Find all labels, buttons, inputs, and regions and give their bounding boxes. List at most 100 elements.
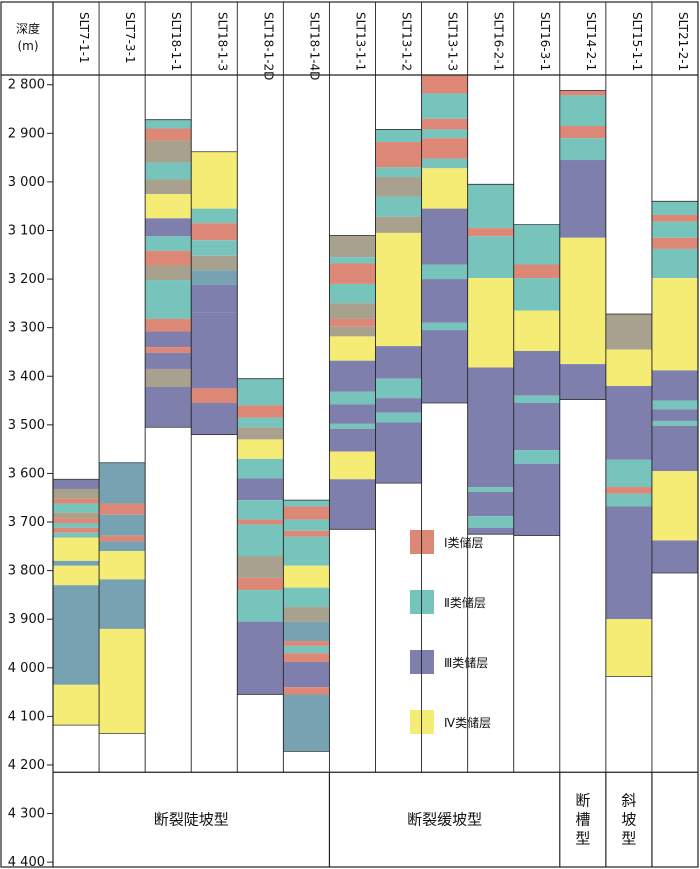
reservoir-layer-i (651, 214, 698, 222)
reservoir-layer-i (145, 318, 192, 332)
depth-axis-unit: (m) (17, 39, 38, 53)
reservoir-layer-iii (53, 479, 100, 489)
reservoir-layer-ii (421, 158, 468, 169)
reservoir-layer-ii (559, 95, 606, 127)
reservoir-layer-ii (651, 400, 698, 410)
reservoir-layer-ii (651, 248, 698, 279)
reservoir-layer-iii (145, 218, 192, 237)
reservoir-layer-ii (375, 412, 422, 423)
reservoir-layer-ii (467, 487, 514, 492)
reservoir-layer-i (237, 577, 284, 591)
well-name-label: SLT13-1-3 (446, 12, 460, 71)
reservoir-layer-iii (559, 364, 606, 400)
reservoir-layer-i (283, 653, 330, 662)
reservoir-layer-i (237, 519, 284, 525)
structure-type-label: 断槽型 (575, 792, 590, 848)
legend-label: Ⅲ类储层 (444, 655, 488, 670)
reservoir-layer-iv (237, 439, 284, 459)
well-column-slt21-2-1 (651, 200, 698, 574)
depth-tick-label: 2 900 (8, 126, 45, 141)
well-column-slt13-1-2 (375, 129, 422, 484)
reservoir-layer-ii (237, 378, 284, 406)
depth-axis-label: 深度 (16, 21, 40, 36)
reservoir-layer-ii (53, 503, 100, 513)
reservoir-layer-iv (53, 684, 100, 726)
reservoir-layer-ii (191, 208, 238, 224)
reservoir-layer-iv (559, 237, 606, 365)
reservoir-layer-ii (329, 423, 376, 429)
reservoir-layer-ii (605, 459, 652, 488)
reservoir-layer-i (237, 405, 284, 418)
well-name-label: SLT13-1-1 (353, 12, 367, 71)
reservoir-layer-i (329, 263, 376, 284)
reservoir-layer-iii (329, 428, 376, 452)
reservoir-layer-ii (421, 264, 468, 280)
reservoir-layer-iii (513, 350, 560, 396)
reservoir-layer-iv (329, 336, 376, 361)
reservoir-layer-ii (421, 322, 468, 331)
well-column-slt13-1-3 (421, 74, 468, 404)
reservoir-layer-mixa (145, 368, 192, 387)
well-column-slt13-1-1 (329, 234, 376, 530)
reservoir-layer-mixb (283, 621, 330, 642)
reservoir-layer-iii (513, 402, 560, 451)
reservoir-layer-mixa (375, 177, 422, 197)
reservoir-layer-mixa (191, 255, 238, 271)
reservoir-layer-ii (467, 516, 514, 528)
reservoir-layer-iii (329, 360, 376, 392)
reservoir-layer-i (283, 506, 330, 520)
reservoir-layer-i (421, 138, 468, 159)
legend-label: Ⅰ类储层 (444, 535, 484, 550)
reservoir-layer-ii (651, 201, 698, 215)
reservoir-layer-i (513, 264, 560, 279)
reservoir-layer-ii (605, 493, 652, 507)
well-name-label: SLT14-2-1 (584, 12, 598, 71)
reservoir-layer-iv (651, 278, 698, 371)
well-column-slt16-2-1 (467, 183, 514, 535)
structure-type-row: 断裂陡坡型 断裂缓坡型 断槽型 斜坡型 (154, 792, 637, 848)
reservoir-layer-iv (513, 310, 560, 351)
well-name-label: SLT18-1-3 (215, 12, 229, 71)
depth-tick-label: 3 200 (8, 272, 45, 287)
reservoir-layer-iv (99, 551, 146, 580)
reservoir-layer-ii (145, 236, 192, 251)
structure-type-label: 断裂陡坡型 (154, 811, 229, 829)
well-name-label: SLT13-1-2 (400, 12, 414, 71)
reservoir-layer-mixa (145, 140, 192, 163)
well-name-label: SLT7-3-1 (123, 12, 137, 64)
reservoir-layer-ii (651, 420, 698, 426)
reservoir-layer-iv (53, 565, 100, 586)
reservoir-layer-mixb (283, 694, 330, 752)
reservoir-layer-iii (145, 386, 192, 428)
reservoir-layer-i (283, 687, 330, 695)
depth-tick-label: 4 300 (8, 807, 45, 822)
well-name-label: SLT18-1-1 (169, 12, 183, 71)
reservoir-layer-ii (283, 587, 330, 608)
depth-tick-label: 3 300 (8, 321, 45, 336)
reservoir-layer-ii (237, 417, 284, 428)
reservoir-layer-ii (283, 536, 330, 566)
well-column-slt14-2-1 (559, 90, 606, 400)
well-columns (53, 74, 698, 752)
reservoir-layer-mixa (283, 607, 330, 622)
reservoir-layer-ii (237, 524, 284, 557)
depth-tick-label: 4 100 (8, 709, 45, 724)
reservoir-layer-mixb (99, 579, 146, 629)
reservoir-layer-i (145, 347, 192, 353)
reservoir-layer-iii (421, 330, 468, 403)
well-name-label: SLT16-2-1 (492, 12, 506, 71)
well-column-slt7-3-1 (99, 462, 146, 734)
reservoir-layer-i (99, 535, 146, 542)
reservoir-layer-iii (329, 479, 376, 530)
reservoir-layer-iii (651, 540, 698, 574)
reservoir-layer-iii (237, 621, 284, 695)
depth-tick-label: 2 800 (8, 78, 45, 93)
reservoir-layer-i (651, 237, 698, 249)
reservoir-layer-ii (237, 458, 284, 479)
reservoir-layer-i (53, 498, 100, 504)
reservoir-layer-ii (283, 645, 330, 654)
reservoir-layer-ii (283, 519, 330, 531)
reservoir-layer-i (191, 223, 238, 241)
legend-label: Ⅱ类储层 (444, 595, 486, 610)
reservoir-layer-mixb (191, 270, 238, 285)
